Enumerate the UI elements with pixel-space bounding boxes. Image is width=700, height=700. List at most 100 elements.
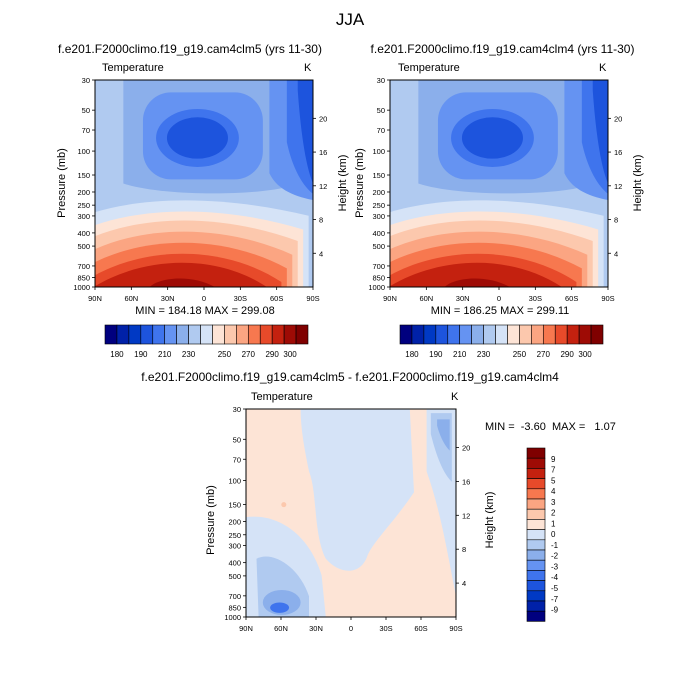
- panel3-colorbar-label-5: 2: [551, 509, 556, 518]
- panel2-colorbar-box-14: [566, 324, 580, 345]
- panel1-yrtick-label-0: 20: [319, 114, 327, 123]
- panel3-xtick-label-6: 90S: [449, 624, 462, 633]
- panel2-colorbar-box-1: [411, 324, 425, 345]
- panel2-colorbar-label-5: 270: [537, 350, 551, 359]
- panel3-colorbar-label-6: 1: [551, 519, 556, 528]
- panel2-ytick-label-1: 50: [377, 106, 385, 115]
- panel3-colorbar-box-11: [526, 559, 546, 571]
- panel3-ytick-label-2: 70: [233, 455, 241, 464]
- panel3-variable-label: Temperature: [251, 391, 313, 403]
- panel2-colorbar-box-12: [542, 324, 556, 345]
- panel1-ytick-label-8: 400: [77, 229, 90, 238]
- panel3-colorbar-label-0: 9: [551, 455, 556, 464]
- panel3-colorbar-box-8: [526, 529, 546, 541]
- panel3-colorbar-box-6: [526, 508, 546, 520]
- panel1-ytick-label-4: 150: [77, 171, 90, 180]
- panel2-colorbar-box-0: [399, 324, 413, 345]
- panel3-xtick-label-3: 0: [349, 624, 353, 633]
- panel3-colorbar-label-13: -7: [551, 595, 559, 604]
- panel2-xtick-label-5: 60S: [565, 294, 578, 303]
- panel2-ytick-label-8: 400: [372, 229, 385, 238]
- panel1-colorbar-box-13: [259, 324, 273, 345]
- panel2-colorbar-label-0: 180: [405, 350, 419, 359]
- figure-title: JJA: [335, 10, 365, 29]
- panel1-xtick-label-3: 0: [202, 294, 206, 303]
- panel2-colorbar-box-16: [590, 324, 604, 345]
- panel2-colorbar-label-4: 250: [513, 350, 527, 359]
- panel3-colorbar-box-13: [526, 580, 546, 592]
- panel1-xtick-label-2: 30N: [161, 294, 175, 303]
- panel3-yrtick-label-0: 20: [462, 444, 470, 453]
- panel1-colorbar-label-1: 190: [134, 350, 148, 359]
- panel1-colorbar-box-0: [104, 324, 118, 345]
- panel3-xtick-label-4: 30S: [379, 624, 392, 633]
- panel2-colorbar-label-7: 300: [578, 350, 592, 359]
- panel3-yrtick-label-4: 4: [462, 579, 466, 588]
- panel2-colorbar-box-6: [471, 324, 484, 345]
- panel1-band-warm-core: [149, 278, 215, 287]
- panel2-yrtick-label-1: 16: [614, 148, 622, 157]
- panel2-variable-label: Temperature: [398, 62, 460, 74]
- panel2-colorbar-box-13: [554, 324, 568, 345]
- panel1-yrtick-label-1: 16: [319, 148, 327, 157]
- panel2-colorbar-box-4: [447, 324, 461, 345]
- panel3-ytick-label-8: 400: [228, 559, 241, 568]
- panel2-field: [390, 80, 608, 287]
- panel1-xtick-label-6: 90S: [306, 294, 319, 303]
- panel3-colorbar-box-1: [526, 457, 546, 469]
- panel1-ytick-label-3: 100: [77, 147, 90, 156]
- panel3-colorbar-label-9: -2: [551, 552, 559, 561]
- panel2-ytick-label-9: 500: [372, 242, 385, 251]
- panel2-ytick-label-3: 100: [372, 147, 385, 156]
- panel2-band-cold-4: [461, 117, 523, 159]
- panel1-colorbar-box-6: [176, 324, 189, 345]
- panel3-ytick-label-10: 700: [228, 592, 241, 601]
- panel3-xtick-label-1: 60N: [274, 624, 288, 633]
- panel2-band-south-3: [592, 80, 608, 184]
- panel1-colorbar-box-14: [271, 324, 285, 345]
- panel1-colorbar-box-12: [247, 324, 261, 345]
- panel2-ytick-label-11: 850: [372, 273, 385, 282]
- panel1-colorbar-box-3: [140, 324, 154, 345]
- panel1-colorbar-label-7: 300: [283, 350, 297, 359]
- panel1-yrtick-label-3: 8: [319, 216, 323, 225]
- panel2-ylabel: Pressure (mb): [354, 148, 366, 218]
- panel1-colorbar-box-16: [295, 324, 309, 345]
- panel3-ytick-label-9: 500: [228, 572, 241, 581]
- panel2-colorbar-box-3: [435, 324, 449, 345]
- panel3-colorbar-box-16: [526, 610, 546, 622]
- panel3-yrtick-label-2: 12: [462, 511, 470, 520]
- panel2-stats: MIN = 186.25 MAX = 299.11: [430, 305, 570, 317]
- panel3-ytick-label-3: 100: [228, 476, 241, 485]
- panel3-colorbar-label-11: -4: [551, 573, 559, 582]
- panel1-colorbar-box-2: [128, 324, 142, 345]
- panel1-colorbar-label-3: 230: [182, 350, 196, 359]
- panel3-ytick-label-6: 250: [228, 531, 241, 540]
- panel3-xtick-label-0: 90N: [239, 624, 253, 633]
- panel2-colorbar-label-6: 290: [560, 350, 574, 359]
- panel3-ytick-label-0: 30: [233, 405, 241, 414]
- panel1-ytick-label-2: 70: [82, 126, 90, 135]
- panel3-colorbar-box-15: [526, 600, 546, 612]
- panel2-xtick-label-0: 90N: [383, 294, 397, 303]
- panel1-ytick-label-12: 1000: [73, 283, 90, 292]
- panel2-colorbar-box-5: [459, 324, 472, 345]
- panel3-colorbar-box-4: [526, 488, 546, 500]
- panel1-title: f.e201.F2000climo.f19_g19.cam4clm5 (yrs …: [58, 42, 322, 56]
- panel3-colorbar-box-3: [526, 478, 546, 490]
- panel3-field: [246, 409, 456, 617]
- panel2-colorbar-label-2: 210: [453, 350, 467, 359]
- panel1-xtick-label-1: 60N: [124, 294, 138, 303]
- panel1-ytick-label-11: 850: [77, 273, 90, 282]
- panel2-colorbar-box-11: [531, 324, 544, 345]
- panel3-ytick-label-4: 150: [228, 500, 241, 509]
- panel2-yrtick-label-4: 4: [614, 249, 618, 258]
- panel2-xtick-label-4: 30S: [529, 294, 542, 303]
- panel1-ytick-label-10: 700: [77, 262, 90, 271]
- panel3-colorbar-label-4: 3: [551, 498, 556, 507]
- panel1-colorbar-box-4: [152, 324, 166, 345]
- panel3-colorbar-box-14: [526, 590, 546, 602]
- panel1-variable-label: Temperature: [102, 62, 164, 74]
- panel1-xtick-label-4: 30S: [234, 294, 247, 303]
- panel2-ytick-label-4: 150: [372, 171, 385, 180]
